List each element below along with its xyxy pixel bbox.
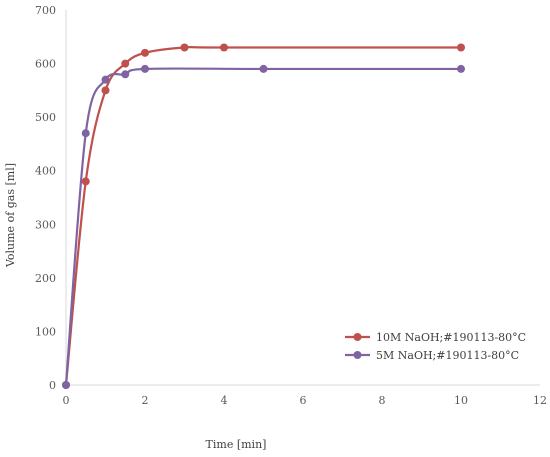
y-tick-labels: 0 100 200 300 400 500 600 700 <box>35 4 56 392</box>
data-point <box>101 86 110 95</box>
y-tick-label: 0 <box>49 379 56 392</box>
x-tick-label: 4 <box>221 394 228 407</box>
x-tick-label: 12 <box>533 394 547 407</box>
x-tick-label: 10 <box>454 394 468 407</box>
data-point <box>62 381 70 389</box>
legend-label: 5M NaOH;#190113-80°C <box>376 349 519 362</box>
data-point <box>81 129 90 138</box>
x-tick-label: 6 <box>300 394 307 407</box>
y-axis-title: Volume of gas [ml] <box>4 163 17 268</box>
y-tick-label: 700 <box>35 4 56 17</box>
data-point <box>180 43 189 52</box>
data-point <box>101 75 110 84</box>
legend: 10M NaOH;#190113-80°C 5M NaOH;#190113-80°… <box>345 331 526 362</box>
x-tick-label: 2 <box>142 394 149 407</box>
data-point <box>220 43 228 52</box>
series-layer <box>62 43 465 389</box>
legend-swatch-marker <box>353 333 362 341</box>
data-point <box>457 43 465 52</box>
data-point <box>81 177 90 186</box>
legend-item: 5M NaOH;#190113-80°C <box>345 349 519 362</box>
y-tick-label: 400 <box>35 165 56 178</box>
y-tick-label: 200 <box>35 272 56 285</box>
legend-swatch-marker <box>353 351 362 359</box>
x-tick-label: 8 <box>379 394 386 407</box>
legend-label: 10M NaOH;#190113-80°C <box>376 331 526 344</box>
y-tick-label: 100 <box>35 325 56 338</box>
data-point <box>121 59 130 68</box>
y-tick-label: 300 <box>35 218 56 231</box>
legend-item: 10M NaOH;#190113-80°C <box>345 331 526 344</box>
series-2 <box>62 64 465 389</box>
data-point <box>141 64 149 73</box>
data-point <box>457 64 465 73</box>
data-point <box>121 70 130 79</box>
x-tick-labels: 0 2 4 6 8 10 12 <box>63 394 548 407</box>
series-1 <box>62 43 465 389</box>
x-axis-title: Time [min] <box>206 438 267 451</box>
x-tick-label: 0 <box>63 394 70 407</box>
data-point <box>259 64 268 73</box>
series-line <box>64 46 461 386</box>
data-point <box>141 48 149 57</box>
y-tick-label: 600 <box>35 58 56 71</box>
y-tick-label: 500 <box>35 111 56 124</box>
